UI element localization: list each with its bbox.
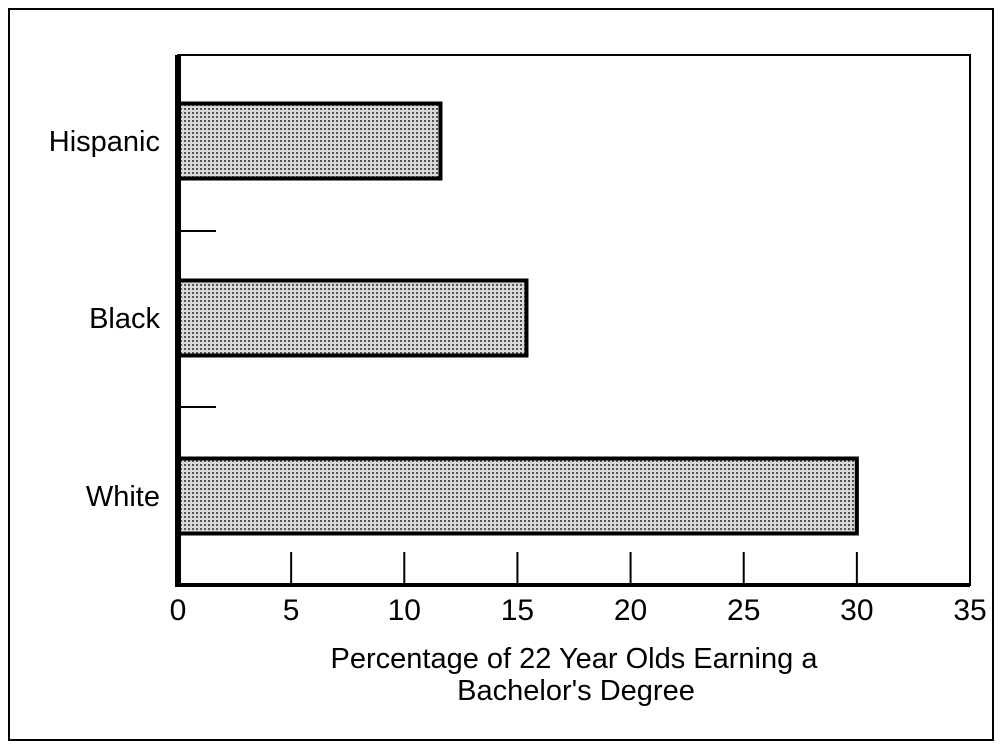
category-label-black: Black — [89, 303, 160, 335]
x-tick-label-10: 10 — [388, 594, 421, 627]
category-label-white: White — [86, 481, 160, 513]
labels-layer: Hispanic Black White 0 5 10 15 20 25 30 35 — [49, 126, 987, 627]
bar-white — [176, 456, 859, 536]
bar-black — [176, 278, 529, 358]
x-tick-label-5: 5 — [283, 594, 300, 627]
x-tick-label-20: 20 — [614, 594, 647, 627]
axes-layer — [175, 55, 971, 587]
category-label-hispanic: Hispanic — [49, 126, 160, 158]
x-axis-title-line-1: Percentage of 22 Year Olds Earning a — [331, 643, 819, 675]
bar-hispanic — [176, 101, 443, 181]
x-axis-title-line-2: Bachelor's Degree — [457, 675, 695, 707]
x-tick-label-15: 15 — [501, 594, 534, 627]
bars-layer — [176, 101, 859, 536]
x-tick-label-30: 30 — [840, 594, 873, 627]
x-tick-label-25: 25 — [727, 594, 760, 627]
x-tick-label-35: 35 — [953, 594, 986, 627]
x-tick-label-0: 0 — [170, 594, 187, 627]
